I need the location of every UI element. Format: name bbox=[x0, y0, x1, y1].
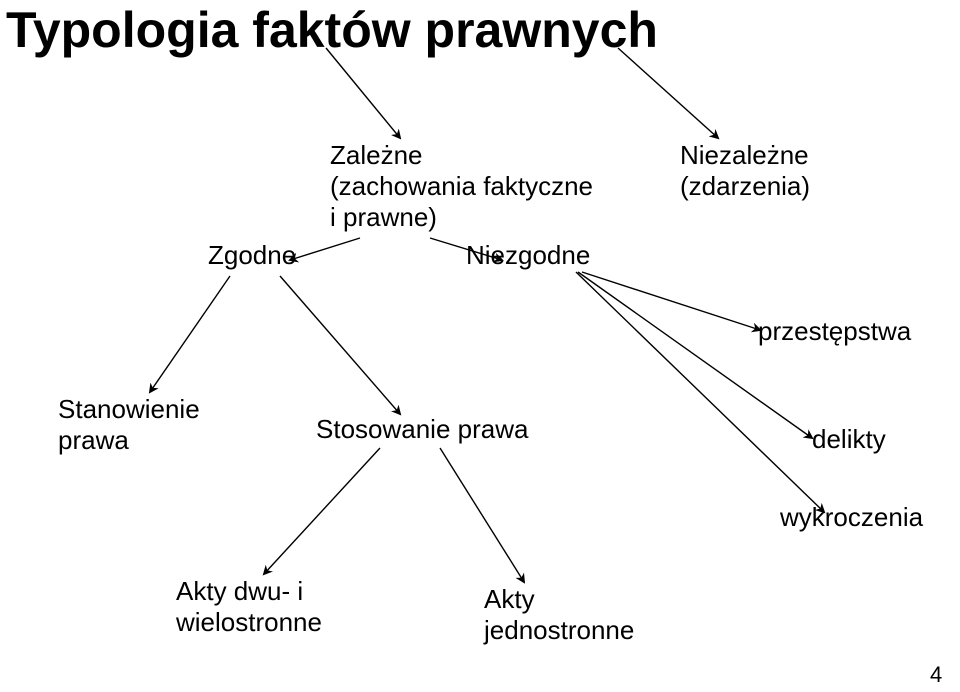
edge bbox=[582, 272, 760, 330]
page-number: 4 bbox=[930, 662, 942, 688]
diagram-stage: Typologia faktów prawnych Zależne (zacho… bbox=[0, 0, 960, 692]
node-zalezne: Zależne (zachowania faktyczne i prawne) bbox=[330, 140, 593, 234]
node-niezgodne: Niezgodne bbox=[466, 240, 590, 271]
edge bbox=[440, 448, 524, 582]
page-title: Typologia faktów prawnych bbox=[6, 0, 658, 60]
node-zgodne: Zgodne bbox=[208, 240, 296, 271]
node-stanowienie: Stanowienie prawa bbox=[58, 394, 200, 456]
edge bbox=[264, 448, 380, 574]
node-delikty: delikty bbox=[812, 424, 886, 455]
node-aktydwu: Akty dwu- i wielostronne bbox=[176, 576, 322, 638]
edge bbox=[576, 272, 824, 512]
edge bbox=[290, 238, 360, 260]
node-wykroczenia: wykroczenia bbox=[780, 502, 923, 533]
edge bbox=[280, 276, 400, 414]
edge bbox=[618, 48, 718, 138]
node-przestepstwa: przestępstwa bbox=[758, 316, 911, 347]
edge bbox=[150, 276, 230, 392]
edge bbox=[578, 272, 812, 438]
node-niezalezne: Niezależne (zdarzenia) bbox=[680, 140, 810, 202]
node-aktyjedno: Akty jednostronne bbox=[484, 584, 634, 646]
edge bbox=[326, 48, 400, 138]
node-stosowanie: Stosowanie prawa bbox=[316, 414, 528, 445]
